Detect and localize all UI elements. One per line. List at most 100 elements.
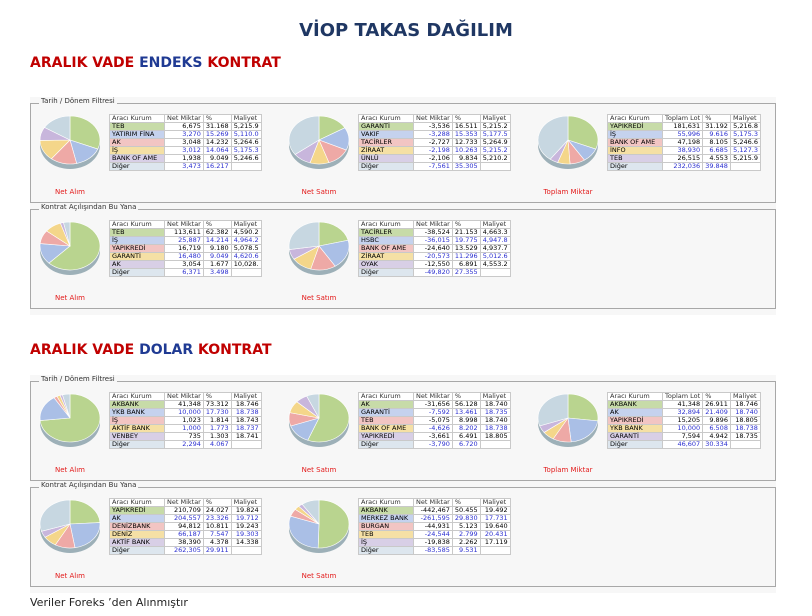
cost [230,546,262,555]
percent: 30.334 [702,440,731,449]
pie-slice-di-er [537,115,569,160]
broker-table: Aracı Kurum Toplam Lot% Maliyet YAPIKREDİ 18… [607,114,761,171]
group-legend: Kontrat Açılışından Bu Yana [39,481,139,489]
pie-slice-akbank [317,499,350,549]
filter-group: Kontrat Açılışından Bu Yana Aracı Kurum Ne… [30,203,776,309]
pie-caption: Net Alım [54,294,85,302]
heading-word-3: KONTRAT [198,342,272,358]
pie-caption: Net Alım [54,572,85,580]
percent: 4.067 [202,440,232,449]
net-amount: 2,294 [164,440,204,449]
pie-slice-akbank [567,393,599,422]
pie-slice-di-er [39,499,71,532]
table-row: YATIRIM FİNA 3,270 15.269 5,110.0 [109,130,262,139]
broker-name: Diğer [109,440,165,449]
table-row: Diğer -7,561 35.305 [358,162,511,171]
pie-chart [288,115,350,169]
distribution-block: Aracı Kurum Net Miktar% Maliyet GARANTİ -3,5… [286,114,526,200]
net-amount: -49,820 [413,268,453,277]
broker-table: Aracı Kurum Net Miktar% Maliyet AKBANK -442,… [358,498,511,555]
pie-chart [288,221,350,275]
table-header: Aracı Kurum Net Miktar% Maliyet [109,392,262,401]
pie-slice-ak [567,417,599,443]
pie-slice-merkez-bank [288,515,320,549]
broker-name: Diğer [109,546,165,555]
distribution-block: Aracı Kurum Net Miktar% Maliyet TEB 6,675 31.… [37,114,277,200]
table-row: Diğer 6,371 3.498 [109,268,262,277]
pie-caption: Net Satım [301,188,337,196]
pie-chart [288,499,350,553]
percent: 9.531 [451,546,481,555]
distribution-block: Aracı Kurum Net Miktar% Maliyet TACİRLER -38… [286,220,526,306]
table-row: AKTİF BANK 1,000 1.773 18.737 [109,424,262,433]
pie-slice-di-er [537,393,569,427]
cost [479,440,511,449]
pie-slice-di-er [288,115,320,155]
distribution-block: Aracı Kurum Toplam Lot% Maliyet AKBANK 41,34… [535,392,775,478]
pie-caption: Toplam Miktar [543,188,593,196]
net-amount: 46,607 [661,440,704,449]
table-row: İŞ 3,012 14.064 5,175.3 [109,146,262,155]
distribution-block: Aracı Kurum Net Miktar% Maliyet AKBANK -442,… [286,498,526,584]
pie-chart [537,115,599,169]
pie-caption: Net Alım [54,466,85,474]
table-row: Diğer 232,036 39.848 [607,162,761,171]
table-row: TEB -24,544 2.799 20.431 [358,530,511,539]
pie-slice-yapikredi [567,115,599,150]
pie-slice-teb [48,221,101,271]
broker-table: Aracı Kurum Toplam Lot% Maliyet AKBANK 41,34… [607,392,761,449]
net-amount: -3,790 [413,440,453,449]
broker-table: Aracı Kurum Net Miktar% Maliyet YAPIKREDİ 21… [109,498,262,555]
table-row: GARANTİ 16,480 9.049 4,620.6 [109,252,262,261]
group-legend: Tarih / Dönem Filtresi [39,375,117,383]
broker-table: Aracı Kurum Net Miktar% Maliyet AK -31,656 56… [358,392,511,449]
pie-chart [39,393,101,447]
cost: 5,215.9 [729,154,761,163]
cost [729,162,761,171]
heading-word-3: KONTRAT [207,55,281,71]
pie-slice-di-er [301,499,320,525]
table-row: Diğer 3,473 16.217 [109,162,262,171]
table-row: Diğer 46,607 30.334 [607,440,761,449]
distribution-block: Aracı Kurum Net Miktar% Maliyet YAPIKREDİ 21… [37,498,277,584]
heading-word-2: ENDEKS [139,55,203,71]
report-title: VİOP TAKAS DAĞILIM [299,20,513,41]
pie-slice-yapikredi [69,499,101,525]
broker-name: Diğer [358,162,414,171]
cost [230,440,262,449]
percent: 3.498 [202,268,232,277]
cost: 18.805 [479,432,511,441]
pie-slice-teb [69,115,101,150]
distribution-block: Aracı Kurum Net Miktar% Maliyet AKBANK 41,34… [37,392,277,478]
heading-word-2: DOLAR [139,342,194,358]
cost: 18.735 [729,432,761,441]
table-row: Diğer -3,790 6.720 [358,440,511,449]
percent: 6.720 [451,440,481,449]
cost: 14.338 [230,538,262,547]
table-row: Diğer -49,820 27.355 [358,268,511,277]
percent: 16.217 [202,162,232,171]
percent: 27.355 [451,268,481,277]
broker-name: Diğer [358,546,414,555]
group-legend: Kontrat Açılışından Bu Yana [39,203,139,211]
percent: 39.848 [702,162,731,171]
net-amount: 3,473 [164,162,204,171]
table-row: İŞ 1,023 1.814 18.743 [109,416,262,425]
broker-name: Diğer [607,440,663,449]
broker-table: Aracı Kurum Net Miktar% Maliyet TEB 113,611 6… [109,220,262,277]
pie-slice-di-er [43,115,71,141]
table-row: GARANTİ -7,592 13.461 18.735 [358,408,511,417]
cost: 10,028. [230,260,262,269]
net-amount: -83,585 [413,546,453,555]
pie-slice-di-er [288,221,320,250]
pie-caption: Net Alım [54,188,85,196]
endeks-panel: Tarih / Dönem Filtresi Aracı Kurum Net Mik… [30,97,776,315]
table-row: TEB -5,075 8.998 18.740 [358,416,511,425]
cost: 5,246.6 [230,154,262,163]
table-header: Aracı Kurum Net Miktar% Maliyet [109,114,262,123]
net-amount: 262,305 [164,546,204,555]
net-amount: 232,036 [661,162,704,171]
pie-slice-di-er [63,221,71,247]
percent: 35.305 [451,162,481,171]
pie-caption: Net Satım [301,294,337,302]
